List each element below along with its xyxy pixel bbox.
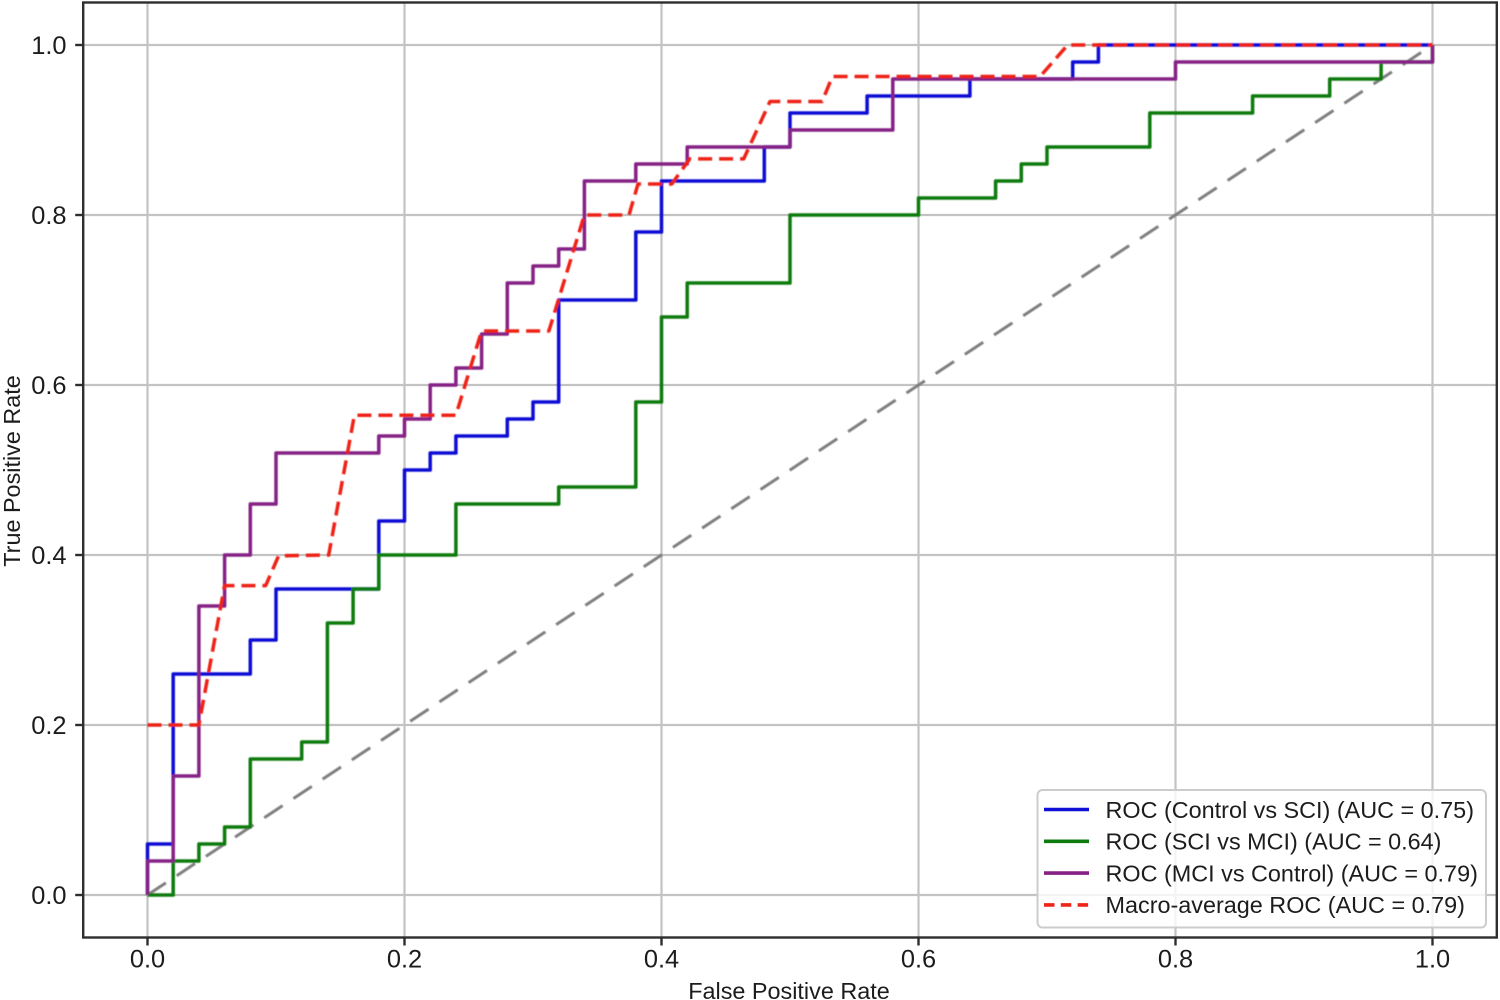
svg-text:0.0: 0.0 [130,946,165,974]
svg-text:0.6: 0.6 [31,372,66,400]
svg-text:0.2: 0.2 [387,946,422,974]
svg-text:ROC (SCI vs MCI) (AUC = 0.64): ROC (SCI vs MCI) (AUC = 0.64) [1106,829,1442,855]
svg-text:0.4: 0.4 [31,542,66,570]
svg-text:1.0: 1.0 [31,32,66,60]
svg-text:0.4: 0.4 [644,946,679,974]
svg-text:1.0: 1.0 [1415,946,1450,974]
svg-text:0.2: 0.2 [31,712,66,740]
svg-text:0.0: 0.0 [31,882,66,910]
svg-text:ROC (Control vs SCI) (AUC = 0.: ROC (Control vs SCI) (AUC = 0.75) [1106,797,1474,823]
svg-text:0.6: 0.6 [901,946,936,974]
svg-text:0.8: 0.8 [1158,946,1193,974]
svg-text:0.8: 0.8 [31,202,66,230]
svg-text:Macro-average ROC (AUC = 0.79): Macro-average ROC (AUC = 0.79) [1106,892,1465,918]
svg-text:False Positive Rate: False Positive Rate [688,978,890,1000]
svg-text:True Positive Rate: True Positive Rate [0,375,25,567]
svg-text:ROC (MCI vs Control) (AUC = 0.: ROC (MCI vs Control) (AUC = 0.79) [1106,860,1478,886]
